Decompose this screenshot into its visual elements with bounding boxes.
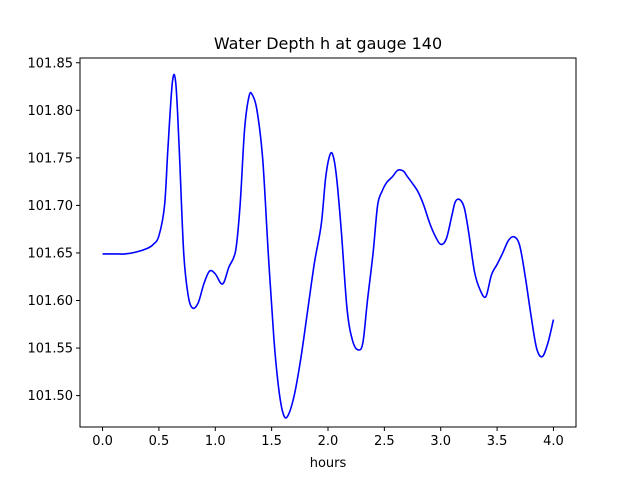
y-tick-label: 101.75 <box>28 151 74 166</box>
y-tick-label: 101.80 <box>28 104 74 119</box>
x-tick-label: 3.5 <box>487 434 508 449</box>
y-tick-label: 101.65 <box>28 246 74 261</box>
x-tick-label: 2.0 <box>318 434 339 449</box>
plot-area-frame <box>79 57 577 428</box>
series-layer <box>102 73 555 419</box>
x-tick-label: 1.0 <box>205 434 226 449</box>
y-tick-label: 101.50 <box>28 389 74 404</box>
x-tick-label: 0.5 <box>149 434 170 449</box>
x-axis-label: hours <box>310 456 347 471</box>
x-tick-label: 0.0 <box>92 434 113 449</box>
x-tick-label: 4.0 <box>543 434 564 449</box>
x-axis-ticks: 0.0 0.5 1.0 1.5 2.0 2.5 3.0 3.5 4.0 <box>92 427 564 449</box>
x-tick-label: 1.5 <box>261 434 282 449</box>
y-tick-label: 101.70 <box>28 199 74 214</box>
y-tick-label: 101.85 <box>28 56 74 71</box>
y-tick-label: 101.60 <box>28 294 74 309</box>
chart-title: Water Depth h at gauge 140 <box>214 34 442 53</box>
y-tick-label: 101.55 <box>28 342 74 357</box>
y-axis-ticks: 101.50 101.55 101.60 101.65 101.70 101.75 101.… <box>28 56 80 404</box>
x-tick-label: 3.0 <box>430 434 451 449</box>
depth-series-line <box>102 73 555 419</box>
x-tick-label: 2.5 <box>374 434 395 449</box>
